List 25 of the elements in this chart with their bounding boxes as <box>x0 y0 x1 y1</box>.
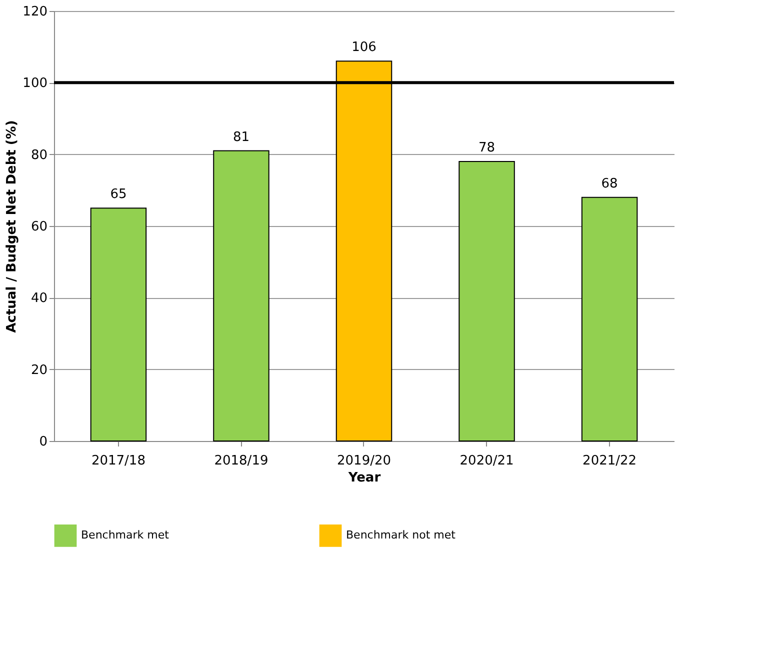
data-label: 81 <box>232 130 250 145</box>
y-tick-label: 20 <box>30 362 48 378</box>
y-tick-label: 40 <box>30 291 48 306</box>
data-label: 106 <box>352 40 376 56</box>
bar <box>458 161 515 442</box>
y-tick-label: 120 <box>22 4 48 20</box>
legend-label: Benchmark not met <box>346 528 456 542</box>
bar <box>581 196 638 442</box>
y-tick-label: 0 <box>39 434 48 450</box>
data-label: 68 <box>601 176 618 192</box>
y-axis-title: Actual / Budget Net Debt (%) <box>4 120 20 333</box>
legend-label: Benchmark met <box>81 528 170 542</box>
x-tick-label: 2021/22 <box>582 454 637 468</box>
x-axis-title: Year <box>347 470 382 486</box>
data-label: 65 <box>110 187 127 202</box>
bar <box>90 208 147 442</box>
x-tick-label: 2020/21 <box>460 454 514 468</box>
x-tick-label: 2018/19 <box>214 454 268 468</box>
data-label: 78 <box>478 140 496 156</box>
x-tick-label: 2019/20 <box>336 454 392 468</box>
x-tick-label: 2017/18 <box>91 454 146 468</box>
bar <box>213 150 270 442</box>
y-tick-label: 100 <box>22 76 48 92</box>
y-tick-label: 60 <box>30 220 48 234</box>
y-tick-label: 80 <box>30 148 48 163</box>
